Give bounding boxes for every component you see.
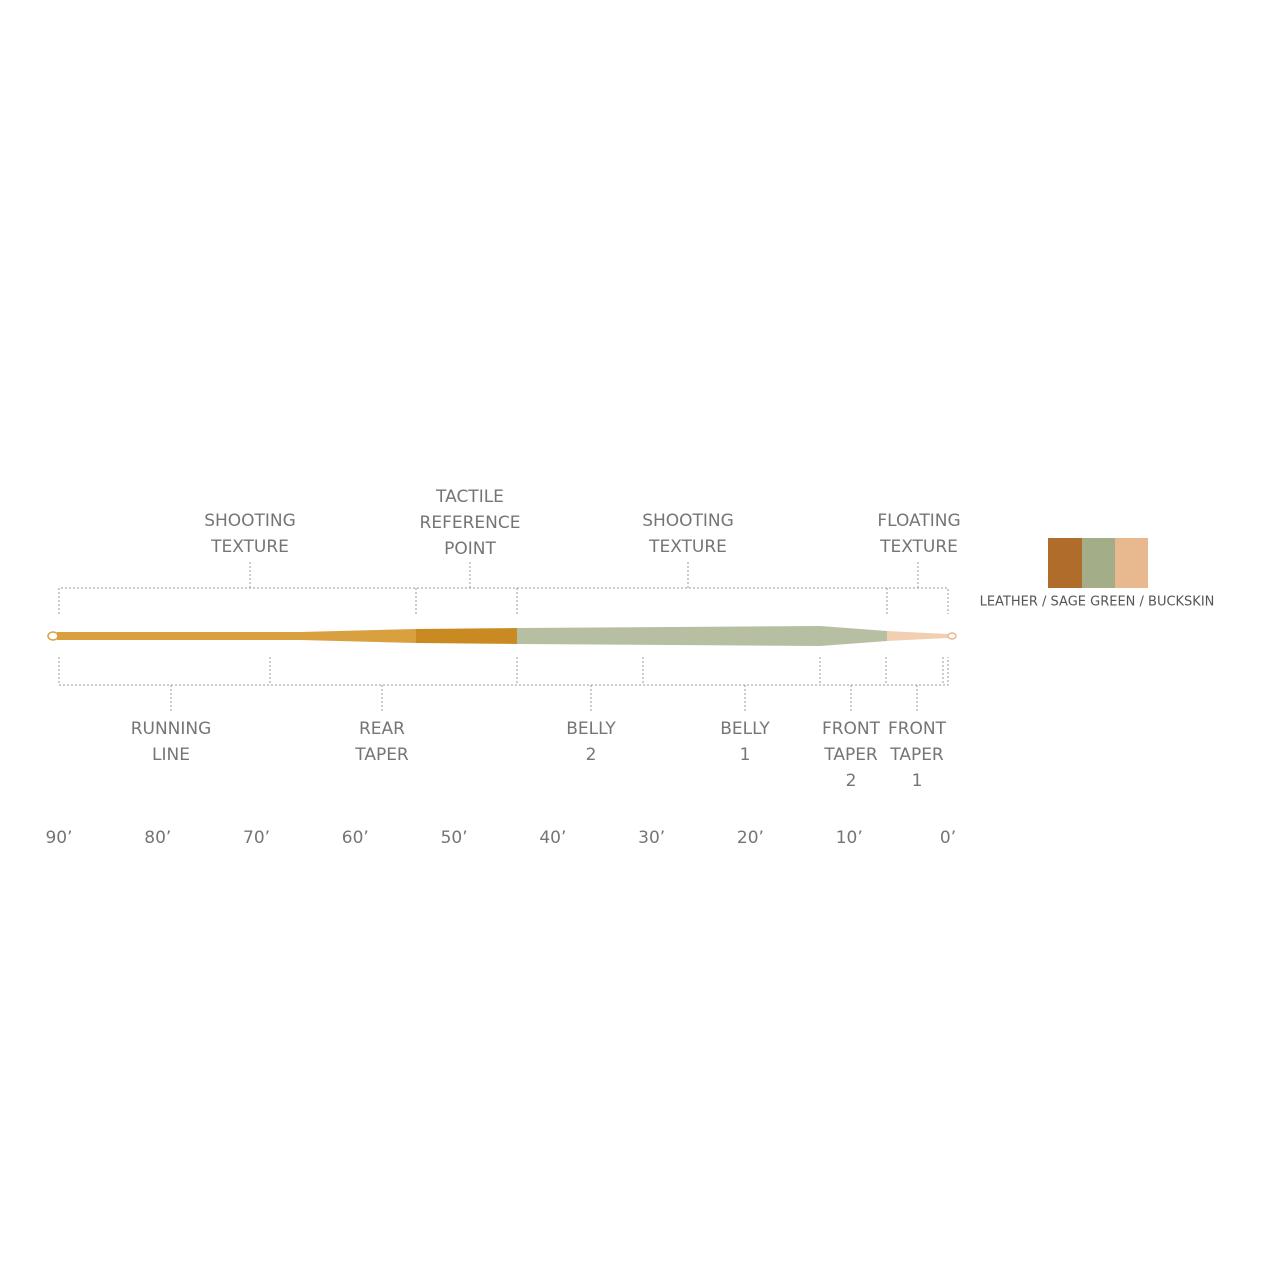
label: FRONT <box>822 719 881 739</box>
tip <box>887 631 948 641</box>
label: 1 <box>912 771 923 791</box>
label: TAPER <box>889 745 944 765</box>
top-bracket <box>58 587 949 614</box>
swatch-buckskin <box>1115 538 1148 588</box>
belly <box>517 626 887 646</box>
label: FLOATING <box>877 511 960 531</box>
running-line <box>57 629 517 643</box>
scale-label: 50’ <box>441 828 468 848</box>
label: BELLY <box>720 719 770 739</box>
scale-label: 60’ <box>342 828 369 848</box>
bottom-brackets <box>58 657 949 712</box>
label: TEXTURE <box>648 537 727 557</box>
label: FRONT <box>888 719 947 739</box>
bottom-labels: RUNNING LINE REAR TAPER BELLY 2 BELLY 1 … <box>131 719 947 791</box>
scale-label: 80’ <box>144 828 171 848</box>
label: SHOOTING <box>642 511 734 531</box>
scale-label: 70’ <box>243 828 270 848</box>
label: TEXTURE <box>879 537 958 557</box>
swatch-sage <box>1082 538 1115 588</box>
label: REFERENCE <box>420 513 521 533</box>
top-labels: SHOOTING TEXTURE TACTILE REFERENCE POINT… <box>204 487 960 559</box>
scale-label: 30’ <box>638 828 665 848</box>
scale-label: 20’ <box>737 828 764 848</box>
scale-label: 90’ <box>45 828 72 848</box>
label: 2 <box>586 745 597 765</box>
label: SHOOTING <box>204 511 296 531</box>
scale-label: 0’ <box>940 828 956 848</box>
label: RUNNING <box>131 719 212 739</box>
fly-line <box>47 626 957 646</box>
scale-label: 10’ <box>836 828 863 848</box>
front-loop <box>947 632 957 640</box>
scale-label: 40’ <box>539 828 566 848</box>
label: TACTILE <box>435 487 504 507</box>
legend-label: LEATHER / SAGE GREEN / BUCKSKIN <box>980 595 1215 610</box>
label: TEXTURE <box>210 537 289 557</box>
label: TAPER <box>354 745 409 765</box>
swatch-leather <box>1048 538 1082 588</box>
label: LINE <box>152 745 190 765</box>
label: POINT <box>444 539 496 559</box>
bottom-leaders <box>170 685 918 712</box>
legend: LEATHER / SAGE GREEN / BUCKSKIN <box>980 538 1215 610</box>
label: 1 <box>740 745 751 765</box>
bottom-bracket <box>58 657 949 686</box>
label: BELLY <box>566 719 616 739</box>
top-brackets <box>58 562 949 614</box>
label: 2 <box>846 771 857 791</box>
distance-scale: 90’ 80’ 70’ 60’ 50’ 40’ 30’ 20’ 10’ 0’ <box>45 828 956 848</box>
label: REAR <box>359 719 405 739</box>
top-leaders <box>249 562 919 588</box>
tactile-point <box>416 628 517 644</box>
label: TAPER <box>823 745 878 765</box>
